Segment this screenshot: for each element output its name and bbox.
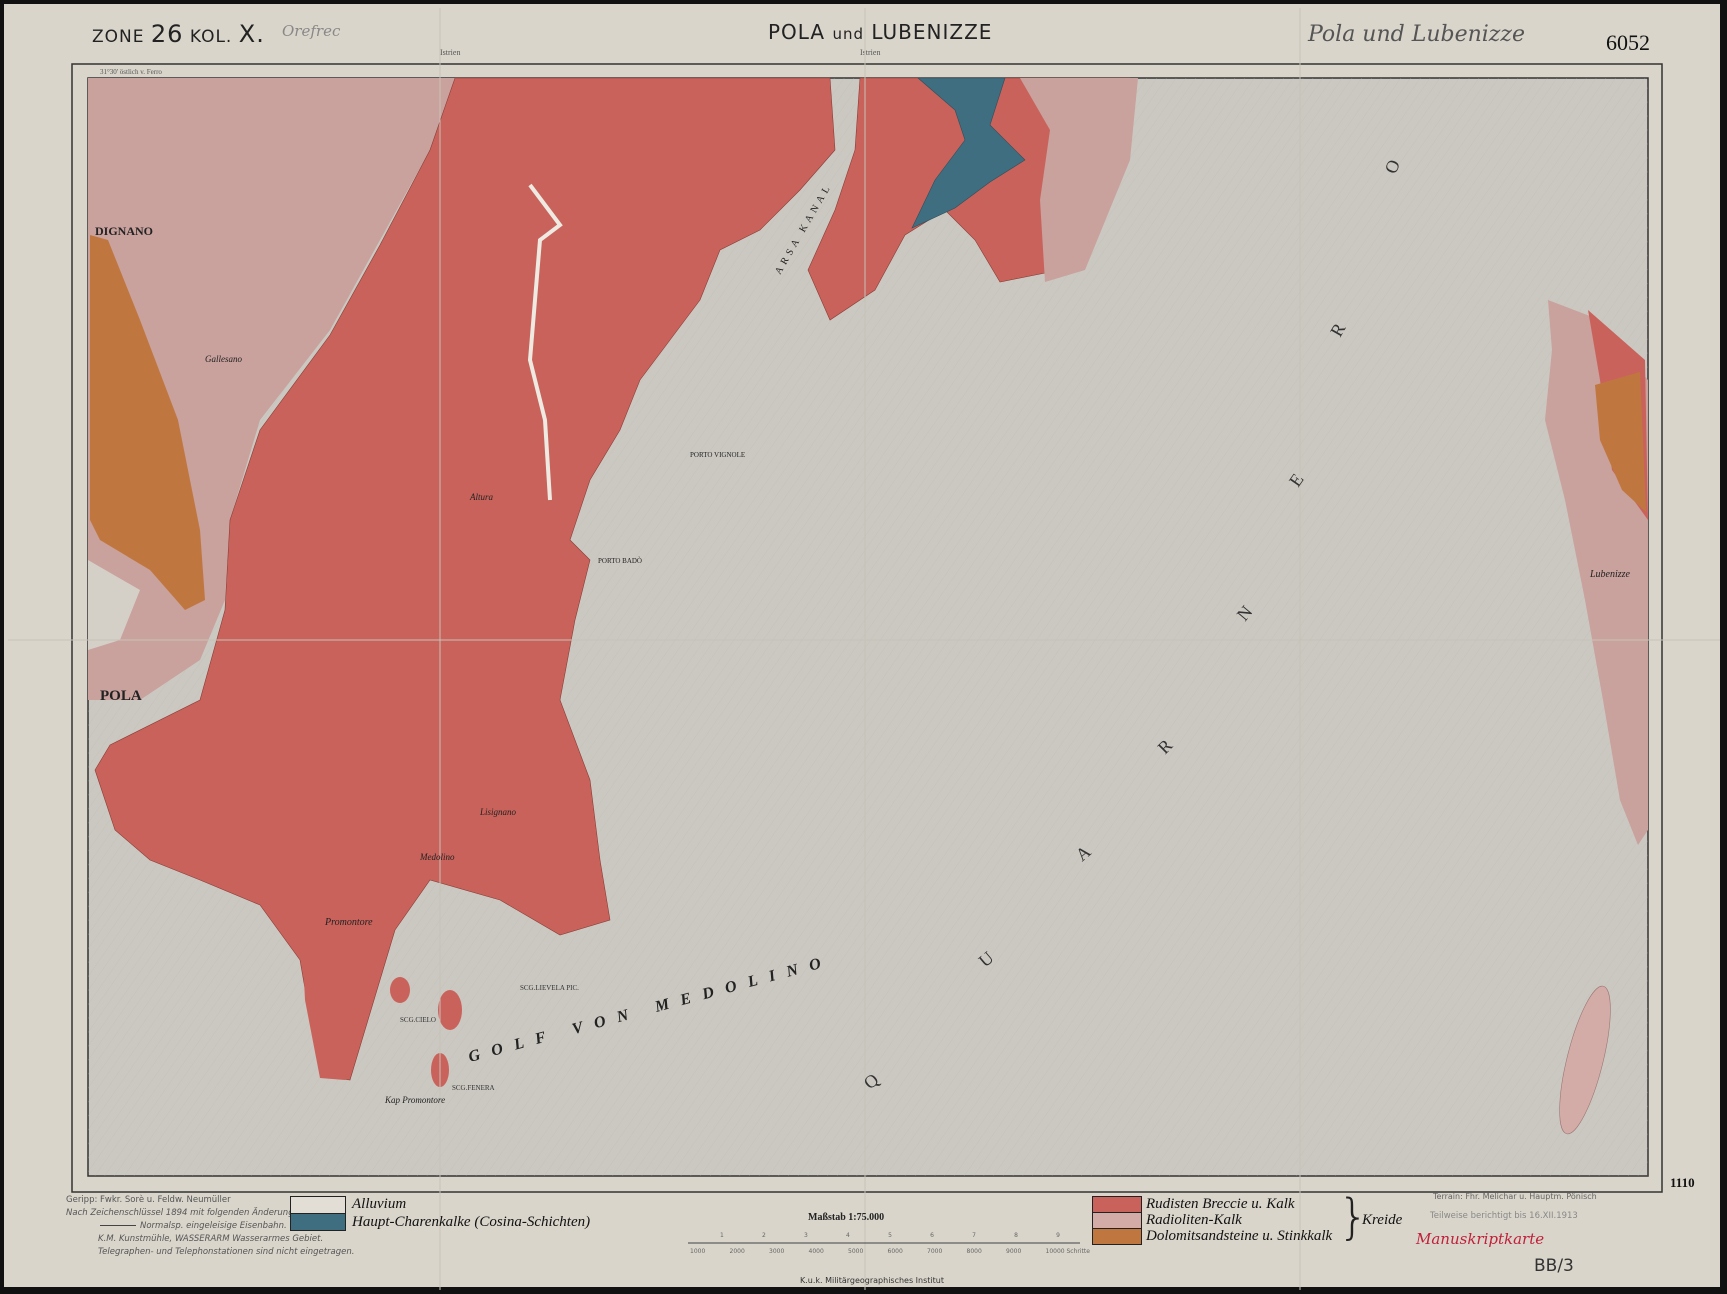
scale-steps: 1000 2000 3000 4000 5000 6000 7000 8000 … bbox=[690, 1247, 1090, 1257]
scale-step: 7000 bbox=[927, 1248, 943, 1255]
island-small bbox=[390, 977, 410, 1003]
legend-label: Haupt-Charenkalke (Cosina-Schichten) bbox=[352, 1214, 591, 1230]
legend-label: Dolomitsandsteine u. Stinkkalk bbox=[1146, 1228, 1333, 1244]
scale-km-tick: 8 bbox=[1014, 1232, 1018, 1239]
scale-km-tick: 2 bbox=[762, 1232, 766, 1239]
scale-km-tick: 9 bbox=[1056, 1232, 1060, 1239]
manuscript-label: Manuskriptkarte bbox=[1416, 1230, 1545, 1248]
meridian-note: 31°30' östlich v. Ferro bbox=[100, 68, 162, 76]
credit-line: Geripp: Fwkr. Sorè u. Feldw. Neumüller bbox=[66, 1195, 231, 1205]
river bbox=[527, 183, 563, 501]
scale-km-tick: 6 bbox=[930, 1232, 934, 1239]
corrected-note: Teilweise berichtigt bis 16.XII.1913 bbox=[1430, 1211, 1578, 1221]
label-scg-levela: SCG.LIEVELA PIC. bbox=[520, 984, 579, 992]
archive-mark: BB/3 bbox=[1534, 1256, 1574, 1276]
title-und: und bbox=[832, 25, 864, 43]
terrain-credit: Terrain: Fhr. Melichar u. Hauptm. Pönisc… bbox=[1433, 1192, 1597, 1201]
scale-step: 3000 bbox=[769, 1248, 785, 1255]
scale-step: 4000 bbox=[808, 1248, 824, 1255]
island-unie bbox=[1559, 985, 1611, 1135]
legend-brace: } bbox=[1338, 1189, 1369, 1245]
credit-text: Normalsp. eingeleisige Eisenbahn. bbox=[140, 1221, 287, 1231]
outer-frame bbox=[71, 63, 1663, 1193]
rudisten-breccie-main bbox=[94, 77, 836, 1081]
corner-number: 1110 bbox=[1670, 1175, 1695, 1190]
zone-label: ZONE 26 KOL. X. bbox=[92, 20, 265, 48]
label-porto-bado: PORTO BADÒ bbox=[598, 557, 642, 565]
kol-text: KOL. bbox=[189, 27, 233, 47]
legend-label: Radioliten-Kalk bbox=[1146, 1212, 1242, 1228]
scale-step: 8000 bbox=[966, 1248, 982, 1255]
dolomitsandsteine-west bbox=[90, 235, 205, 610]
label-scg-cielo: SCG.CIELO bbox=[400, 1016, 436, 1024]
credit-line: Telegraphen- und Telephonstationen sind … bbox=[98, 1247, 355, 1257]
scale-title: Maßstab 1:75.000 bbox=[808, 1212, 885, 1223]
institute: K.u.k. Militärgeographisches Institut bbox=[800, 1276, 944, 1285]
scale-km: 1 2 3 4 5 6 7 8 9 bbox=[720, 1231, 1060, 1241]
legend-label: Alluvium bbox=[352, 1196, 407, 1212]
scale-km-tick: 1 bbox=[720, 1232, 724, 1239]
legend-label: Rudisten Breccie u. Kalk bbox=[1146, 1196, 1295, 1212]
scale-km-tick: 4 bbox=[846, 1232, 850, 1239]
credit-line: Normalsp. eingeleisige Eisenbahn. bbox=[100, 1221, 287, 1232]
scale-step: 10000 Schritte bbox=[1045, 1248, 1090, 1255]
scale-step: 1000 bbox=[690, 1248, 706, 1255]
label-porto-vignole: PORTO VIGNOLE bbox=[690, 451, 745, 459]
pencil-note: Orefrec bbox=[282, 22, 341, 40]
legend-group-kreide: Kreide bbox=[1362, 1212, 1403, 1228]
region-label-top-2: Istrien bbox=[860, 48, 880, 57]
scale-step: 6000 bbox=[887, 1248, 903, 1255]
label-medolino: Medolino bbox=[419, 852, 455, 862]
map-title: POLA und LUBENIZZE bbox=[768, 20, 992, 44]
radioliten-kalk-north bbox=[1020, 78, 1138, 282]
label-dignano: DIGNANO bbox=[95, 224, 153, 238]
legend-swatch-alluvium bbox=[290, 1196, 346, 1214]
dolomitsandsteine-cherso bbox=[1595, 372, 1646, 512]
legend-swatch-rudisten bbox=[1092, 1196, 1142, 1213]
title-lubenizze: LUBENIZZE bbox=[871, 20, 993, 44]
scale-step: 9000 bbox=[1006, 1248, 1022, 1255]
scale-km-tick: 7 bbox=[972, 1232, 976, 1239]
scale-step: 5000 bbox=[848, 1248, 864, 1255]
scale-km-tick: 5 bbox=[888, 1232, 892, 1239]
label-lubenizze: Lubenizze bbox=[1589, 569, 1631, 580]
label-scg-fenera: SCG.FENERA bbox=[452, 1084, 495, 1092]
haupt-charenkalke-blue bbox=[911, 77, 1026, 229]
label-lisignano: Lisignano bbox=[479, 807, 517, 817]
label-gallesano: Gallesano bbox=[205, 354, 242, 364]
zone-text: ZONE bbox=[92, 27, 145, 47]
label-kap-promontore: Kap Promontore bbox=[384, 1095, 445, 1105]
label-altura: Altura bbox=[469, 492, 494, 502]
legend-swatch-charenkalke bbox=[290, 1213, 346, 1231]
rudisten-breccie-promontore bbox=[300, 900, 360, 1080]
label-promontore: Promontore bbox=[324, 917, 373, 928]
sheet-number: 6052 bbox=[1606, 30, 1650, 55]
island-cielo bbox=[438, 990, 462, 1030]
handwritten-title: Pola und Lubenizze bbox=[1308, 22, 1526, 47]
kol-number: X. bbox=[238, 20, 265, 48]
scale-km-tick: 3 bbox=[804, 1232, 808, 1239]
credit-line: Nach Zeichenschlüssel 1894 mit folgenden… bbox=[66, 1208, 308, 1218]
title-pola: POLA bbox=[768, 20, 826, 44]
legend-swatch-radioliten bbox=[1092, 1212, 1142, 1229]
credit-line: K.M. Kunstmühle, WASSERARM Wasserarmes G… bbox=[98, 1234, 324, 1244]
legend-swatch-dolomit bbox=[1092, 1228, 1142, 1245]
zone-number: 26 bbox=[150, 20, 184, 48]
label-pola: POLA bbox=[100, 688, 142, 704]
region-label-top: Istrien bbox=[440, 48, 460, 57]
alluvium-pola bbox=[88, 560, 140, 650]
scale-step: 2000 bbox=[729, 1248, 745, 1255]
